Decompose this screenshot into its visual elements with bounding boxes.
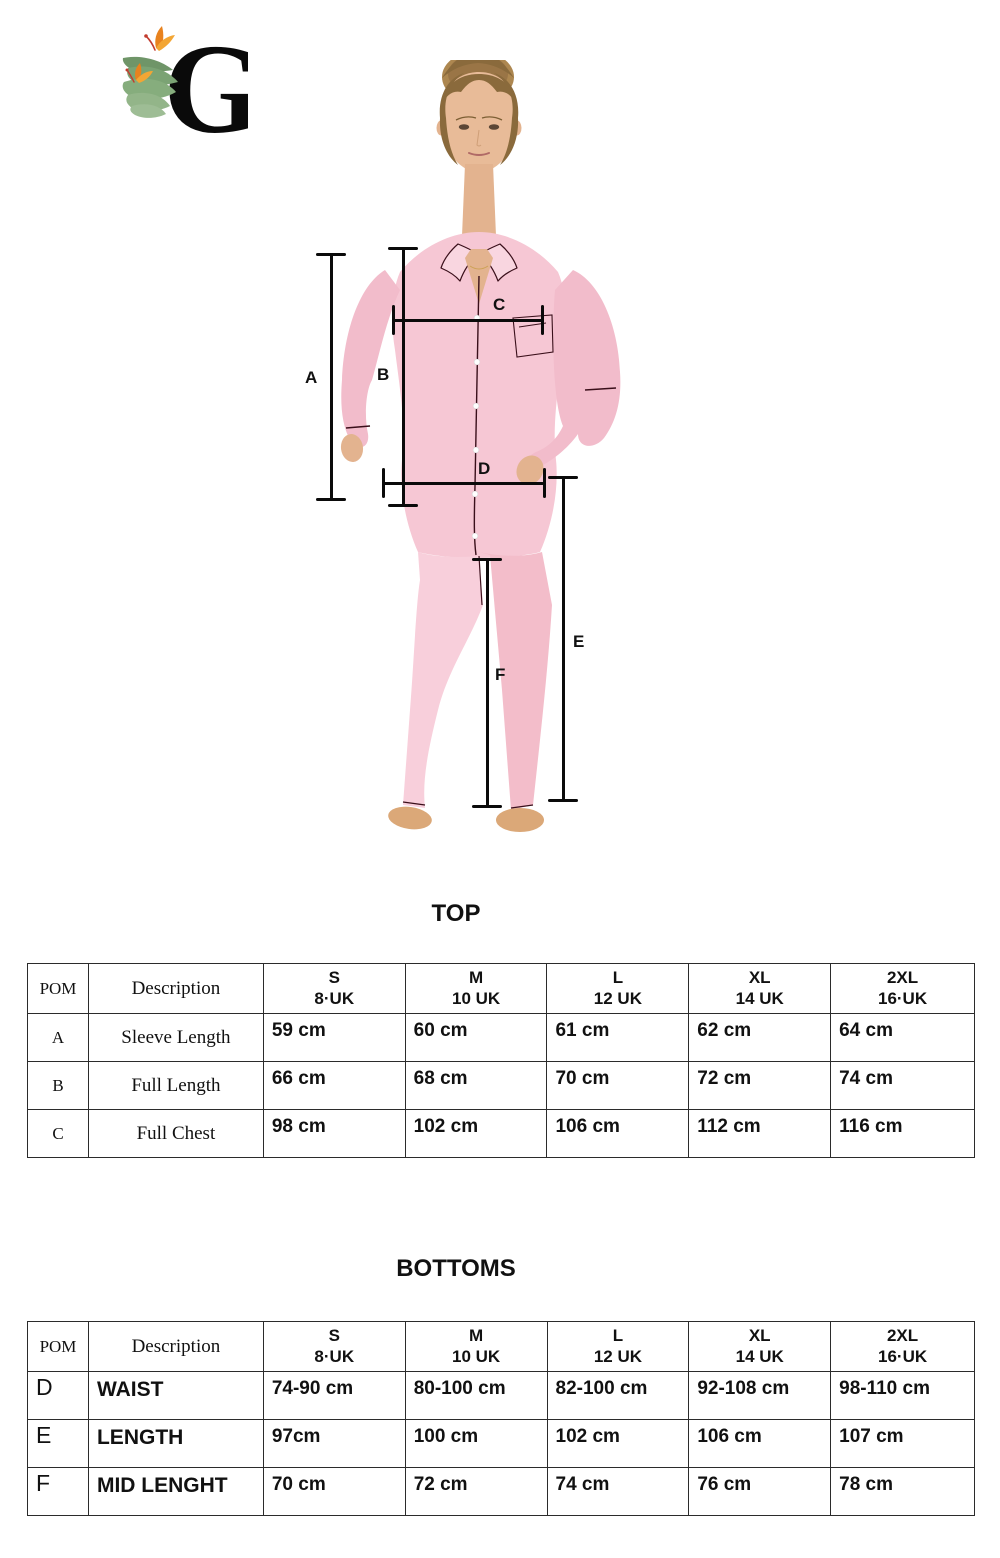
svg-text:G: G (163, 20, 248, 150)
